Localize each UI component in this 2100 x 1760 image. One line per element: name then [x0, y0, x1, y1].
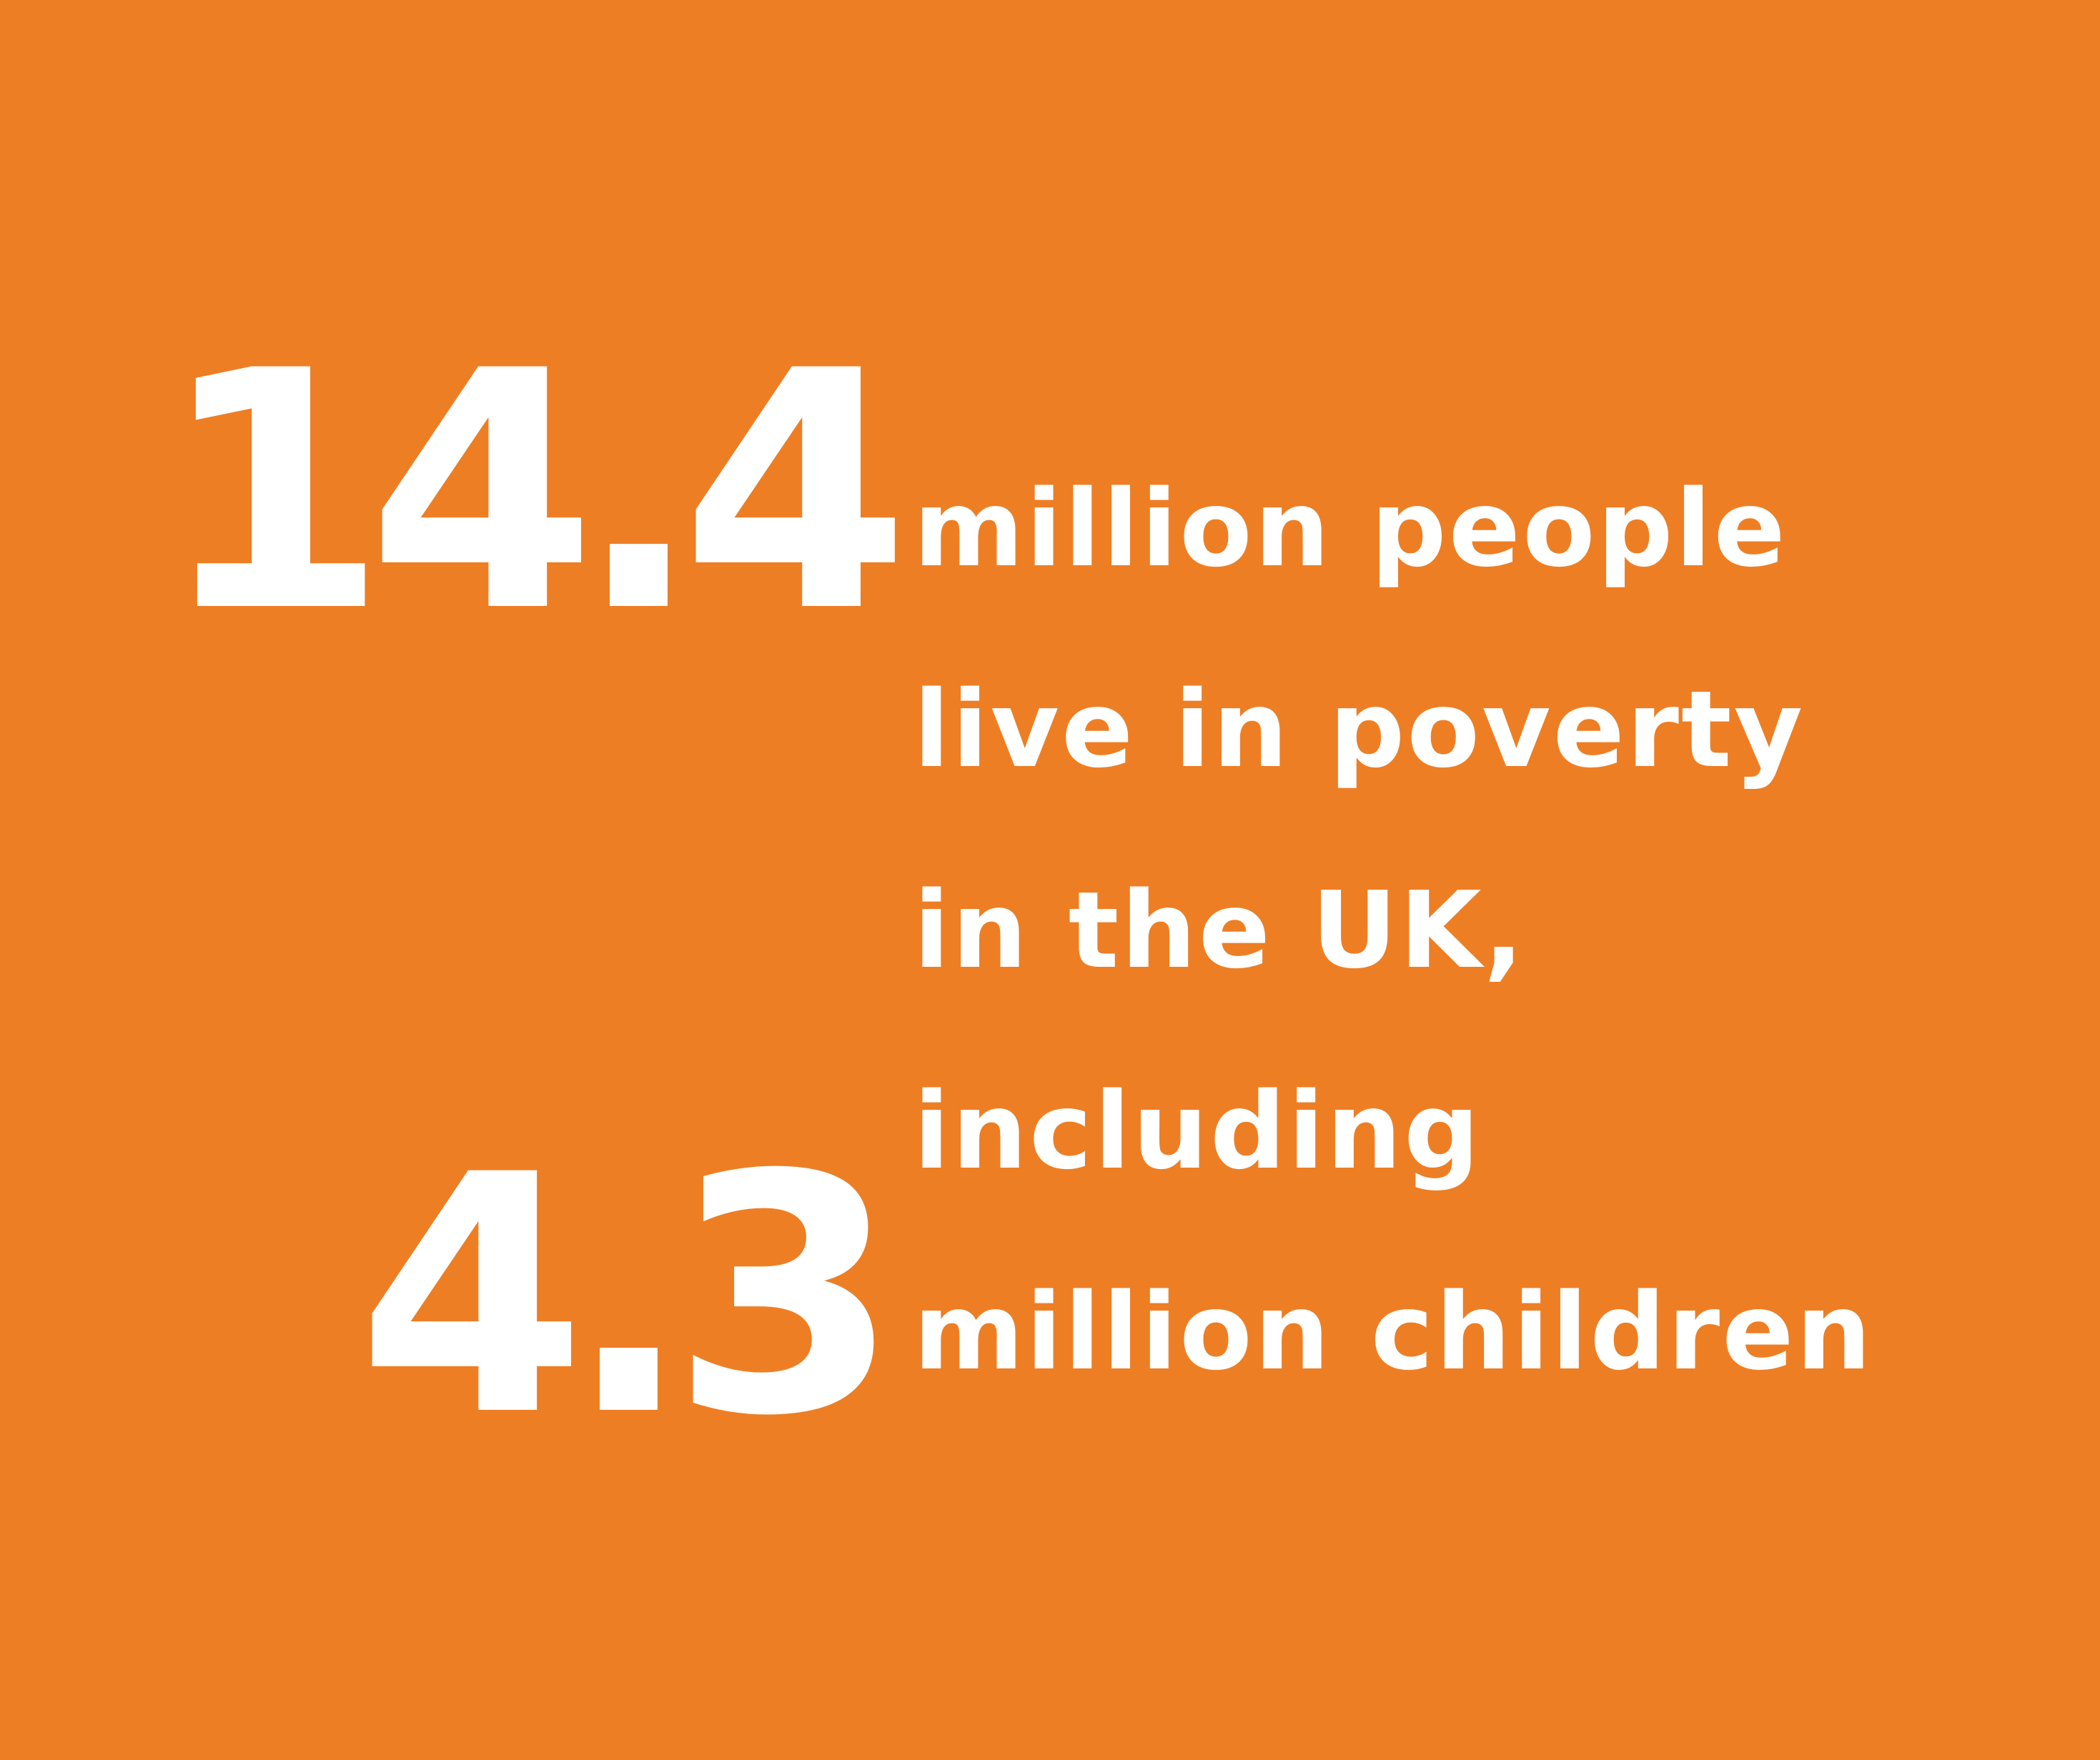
caption-line-million-people: million people — [913, 467, 1788, 590]
stat-total-people: 14.4 — [159, 302, 910, 684]
caption-line-million-children: million children — [913, 1271, 1873, 1393]
caption-text: million people live in poverty in the UK… — [913, 429, 1873, 1433]
caption-line-including: including — [913, 1070, 1482, 1193]
caption-line-live-in-poverty: live in poverty — [913, 668, 1806, 791]
caption-line-in-the-uk: in the UK, — [913, 869, 1526, 992]
stat-children: 4.3 — [357, 1105, 900, 1488]
